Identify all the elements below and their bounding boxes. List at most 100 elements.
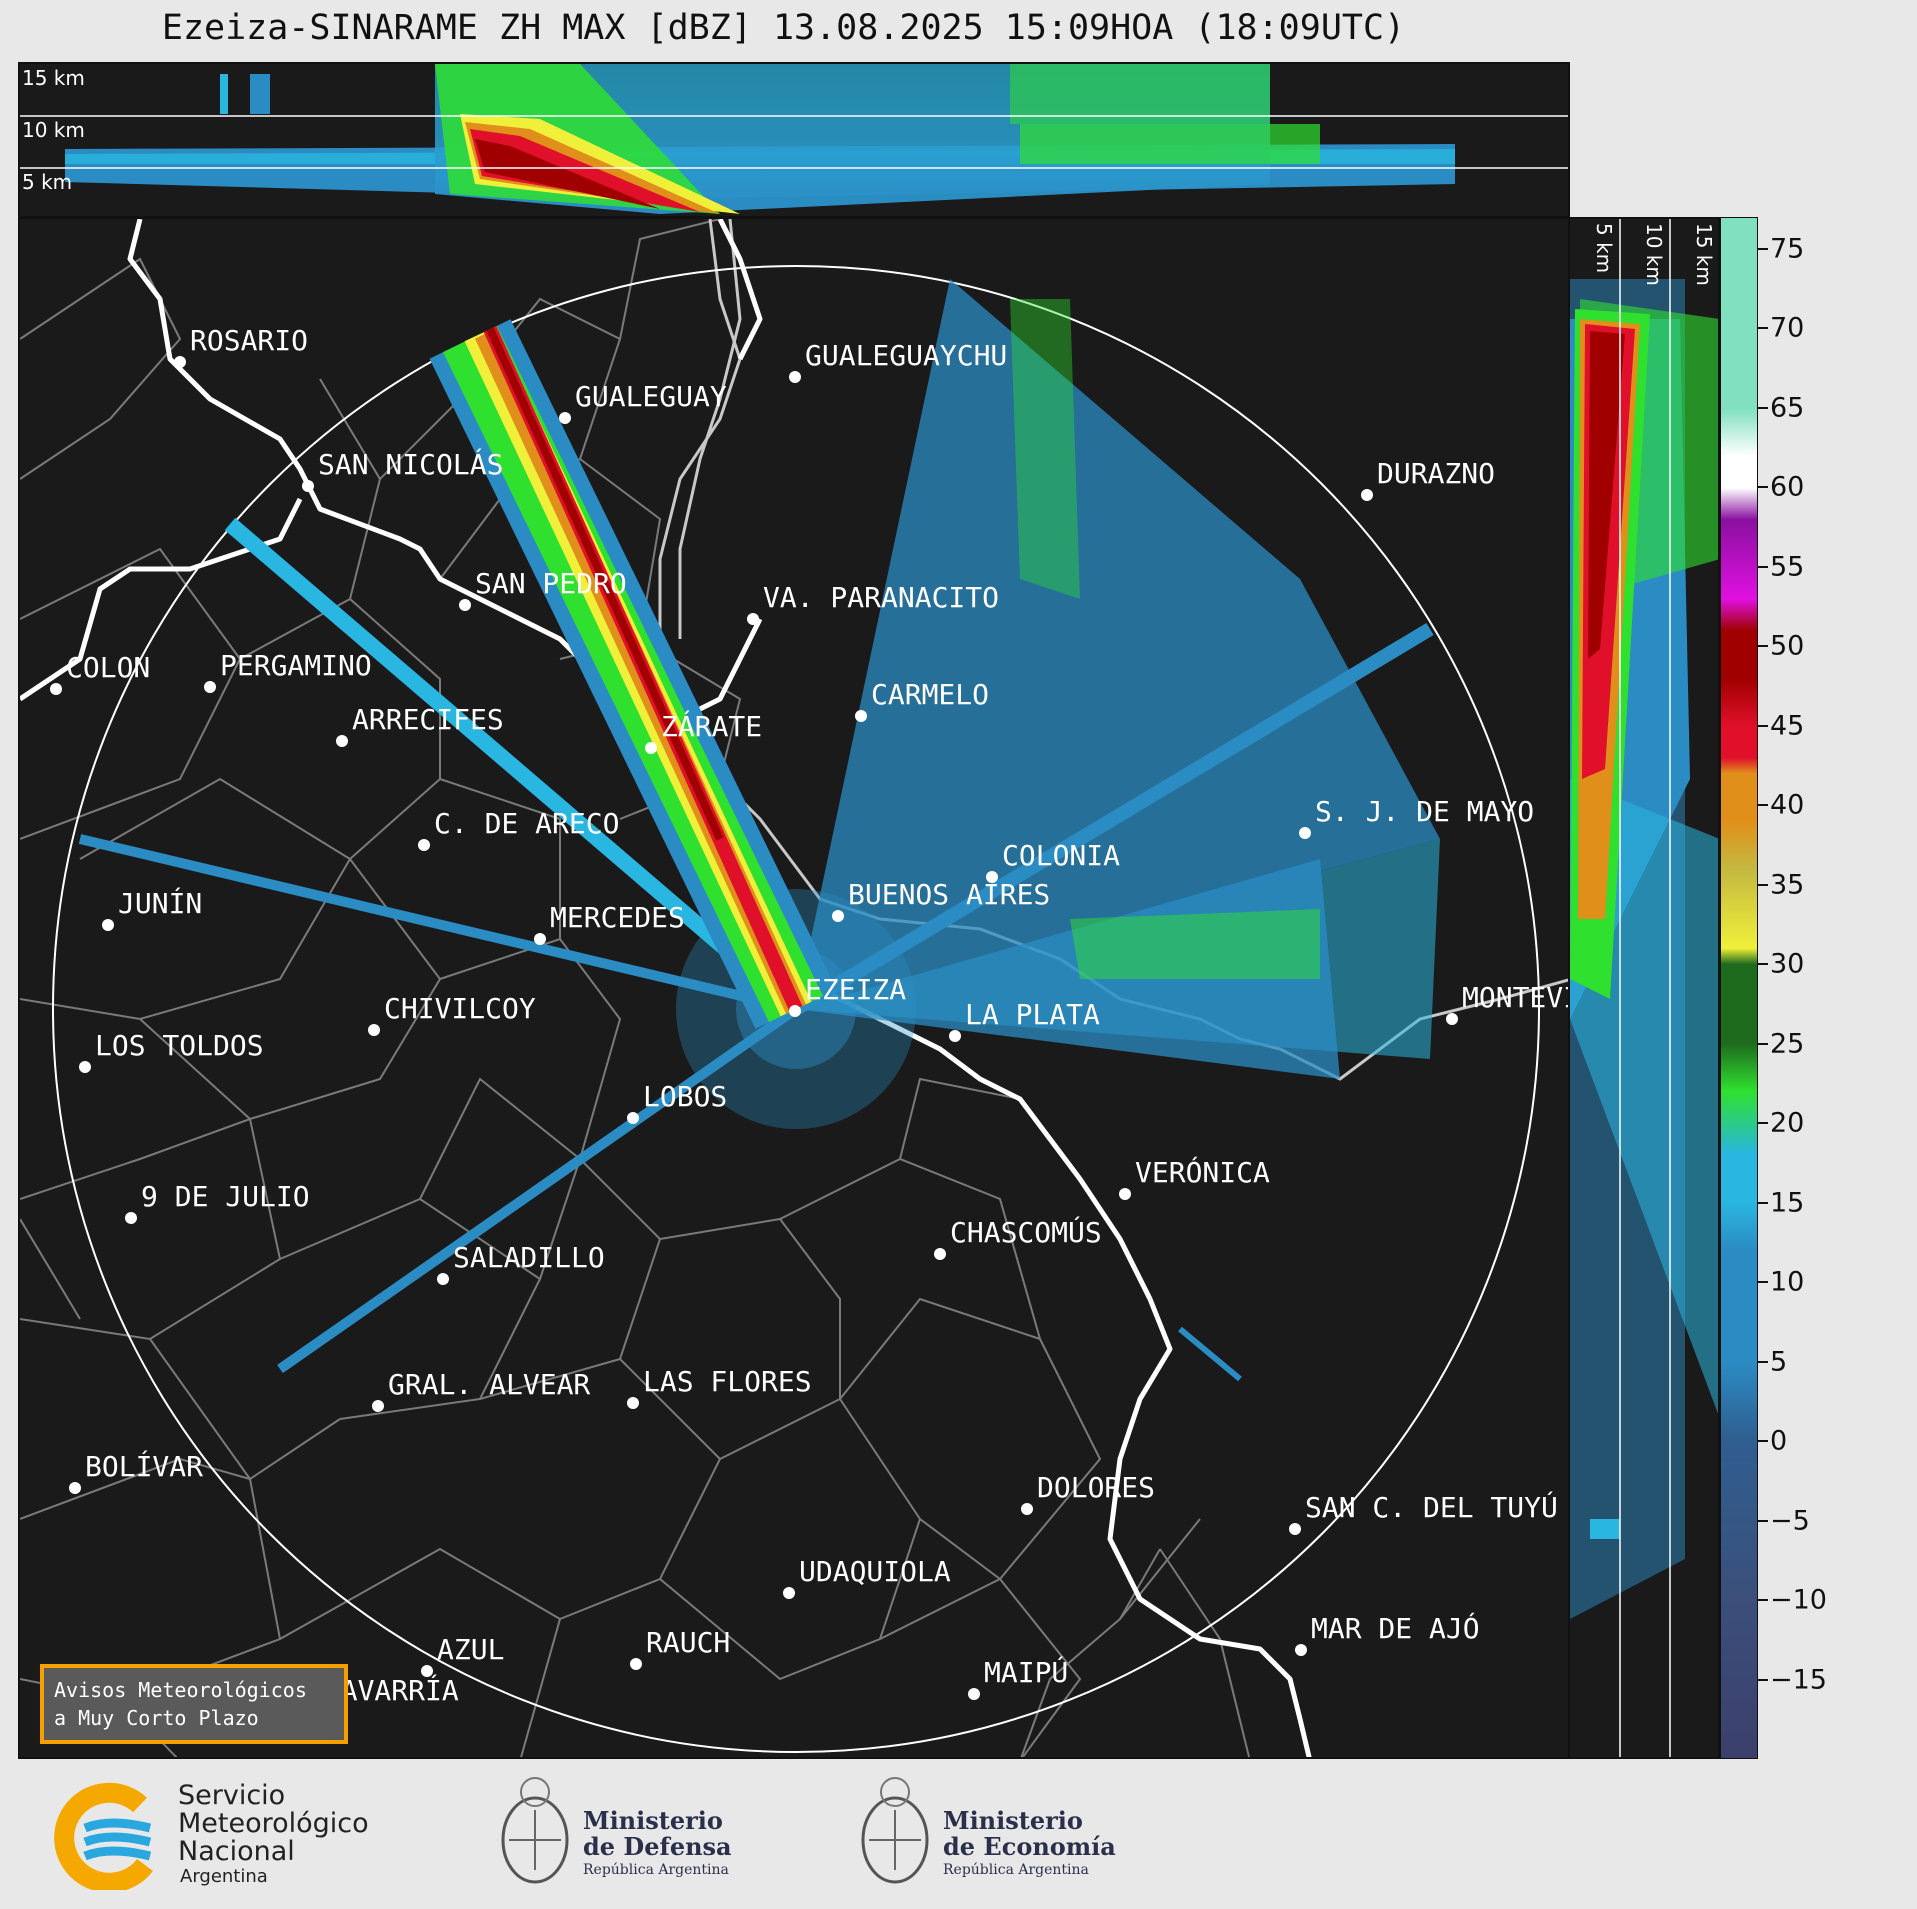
city-marker-saladillo — [437, 1273, 449, 1285]
colorbar-tick-mark — [1758, 1281, 1768, 1284]
economia-line2: de Economía — [943, 1832, 1116, 1861]
echo-storm-darkred — [486, 327, 724, 841]
echo-se-streak — [1178, 1326, 1242, 1382]
city-marker-buenos-aires — [832, 910, 844, 922]
echo-spoke-w — [78, 834, 798, 1014]
city-label-gualeguay: GUALEGUAY — [575, 380, 727, 413]
city-label-c-de-areco: C. DE ARECO — [434, 807, 619, 840]
colorbar-tick-label: 50 — [1770, 630, 1805, 662]
city-label-udaquiola: UDAQUIOLA — [799, 1555, 951, 1588]
colorbar-tick-label: 55 — [1770, 551, 1805, 583]
colorbar-tick-label: 20 — [1770, 1107, 1805, 1139]
city-marker-durazno — [1361, 489, 1373, 501]
economia-seal-icon — [861, 1777, 929, 1884]
city-marker-lobos — [627, 1112, 639, 1124]
colorbar-tick-label: 70 — [1770, 312, 1805, 344]
city-marker-9-de-julio — [125, 1212, 137, 1224]
city-label-rosario: ROSARIO — [190, 324, 308, 357]
colorbar-tick-label: −5 — [1770, 1505, 1810, 1537]
city-marker-jun-n — [102, 919, 114, 931]
colorbar-tick-mark — [1758, 486, 1768, 489]
radar-map-svg: ROSARIO GUALEGUAYCHU GUALEGUAY SAN NICOLÁS D… — [20, 219, 1570, 1757]
city-marker-s-j-de-mayo — [1299, 827, 1311, 839]
city-label-san-pedro: SAN PEDRO — [475, 567, 627, 600]
top-echo-speck — [220, 74, 228, 114]
right-cross-section-svg — [1570, 219, 1718, 1757]
smn-logo: Servicio Meteorológico Nacional Argentin… — [50, 1770, 390, 1900]
colorbar-tick-mark — [1758, 1042, 1768, 1045]
city-marker-san-pedro — [459, 599, 471, 611]
right-echo-storm-darkred — [1588, 331, 1625, 659]
top-cross-section-svg — [20, 64, 1568, 214]
colorbar-tick-label: 45 — [1770, 710, 1805, 742]
city-marker-gral-alvear — [372, 1400, 384, 1412]
city-marker-gualeguaychu — [789, 371, 801, 383]
colorbar-tick-label: 30 — [1770, 948, 1805, 980]
city-label-rauch: RAUCH — [646, 1626, 730, 1659]
colorbar-tick-label: 60 — [1770, 471, 1805, 503]
right-alt-label-10km: 10 km — [1642, 223, 1666, 286]
city-marker-colonia — [986, 871, 998, 883]
colorbar-tick-mark — [1758, 963, 1768, 966]
colorbar-tick-label: 15 — [1770, 1187, 1805, 1219]
top-echo-speck-2 — [250, 74, 270, 114]
city-marker-ver-nica — [1119, 1188, 1131, 1200]
colorbar-tick-label: 10 — [1770, 1266, 1805, 1298]
colorbar-tick-mark — [1758, 565, 1768, 568]
colorbar-tick-label: 0 — [1770, 1425, 1788, 1457]
colorbar-tick-label: −15 — [1770, 1664, 1827, 1695]
colorbar-tick-mark — [1758, 724, 1768, 727]
defensa-line2: de Defensa — [583, 1832, 732, 1861]
smn-line2: Meteorológico — [178, 1808, 369, 1839]
top-echo-darkred — [475, 139, 660, 209]
city-marker-pergamino — [204, 681, 216, 693]
colorbar-tick-mark — [1758, 1360, 1768, 1363]
city-label-s-j-de-mayo: S. J. DE MAYO — [1315, 795, 1534, 828]
avisos-button[interactable]: Avisos Meteorológicos a Muy Corto Plazo — [40, 1664, 348, 1744]
colorbar-tick-mark — [1758, 1599, 1768, 1602]
colorbar-tick-mark — [1758, 1519, 1768, 1522]
colorbar-tick-mark — [1758, 1678, 1768, 1681]
city-label-san-c-del-tuy: SAN C. DEL TUYÚ — [1305, 1490, 1558, 1524]
city-marker-san-c-del-tuy — [1289, 1523, 1301, 1535]
city-marker-la-plata — [949, 1030, 961, 1042]
chart-title: Ezeiza-SINARAME ZH MAX [dBZ] 13.08.2025 … — [161, 8, 1406, 48]
top-cross-section-panel: 15 km 10 km 5 km — [18, 62, 1570, 218]
smn-line1: Servicio — [178, 1780, 286, 1811]
city-marker-chascom-s — [934, 1248, 946, 1260]
city-label-buenos-aires: BUENOS AIRES — [848, 878, 1050, 911]
city-marker-azul — [421, 1665, 433, 1677]
top-alt-label-10km: 10 km — [22, 118, 85, 142]
smn-line3: Nacional — [178, 1836, 295, 1867]
city-marker-las-flores — [627, 1397, 639, 1409]
city-marker-mar-de-aj — [1295, 1644, 1307, 1656]
city-label-azul: AZUL — [437, 1633, 504, 1666]
city-marker-maip — [968, 1688, 980, 1700]
city-marker-gualeguay — [559, 412, 571, 424]
city-label-pergamino: PERGAMINO — [220, 649, 372, 682]
colorbar-tick-mark — [1758, 804, 1768, 807]
city-marker-bol-var — [69, 1482, 81, 1494]
city-label-arrecifes: ARRECIFES — [352, 703, 504, 736]
city-label-montevideo: MONTEVIDEO — [1462, 981, 1570, 1014]
top-alt-label-5km: 5 km — [22, 170, 73, 194]
city-label-lobos: LOBOS — [643, 1080, 727, 1113]
colorbar-tick-mark — [1758, 1201, 1768, 1204]
colorbar-tick-mark — [1758, 327, 1768, 330]
radar-map-panel: ROSARIO GUALEGUAYCHU GUALEGUAY SAN NICOLÁS D… — [18, 217, 1570, 1759]
right-alt-label-5km: 5 km — [1592, 223, 1616, 274]
city-label-durazno: DURAZNO — [1377, 457, 1495, 490]
city-label-chascom-s: CHASCOMÚS — [950, 1215, 1102, 1249]
colorbar — [1720, 217, 1758, 1759]
city-marker-z-rate — [645, 742, 657, 754]
city-label-chivilcoy: CHIVILCOY — [384, 992, 536, 1025]
city-label-san-nicol-s: SAN NICOLÁS — [318, 447, 503, 481]
top-echo-green-3 — [1020, 124, 1320, 164]
city-marker-dolores — [1021, 1503, 1033, 1515]
colorbar-tick-mark — [1758, 1122, 1768, 1125]
city-label-9-de-julio: 9 DE JULIO — [141, 1180, 310, 1213]
city-marker-los-toldos — [79, 1061, 91, 1073]
right-cross-section-panel: 5 km 10 km 15 km — [1568, 217, 1720, 1759]
city-label-va-paranacito: VA. PARANACITO — [763, 581, 999, 614]
colorbar-tick-mark — [1758, 1440, 1768, 1443]
